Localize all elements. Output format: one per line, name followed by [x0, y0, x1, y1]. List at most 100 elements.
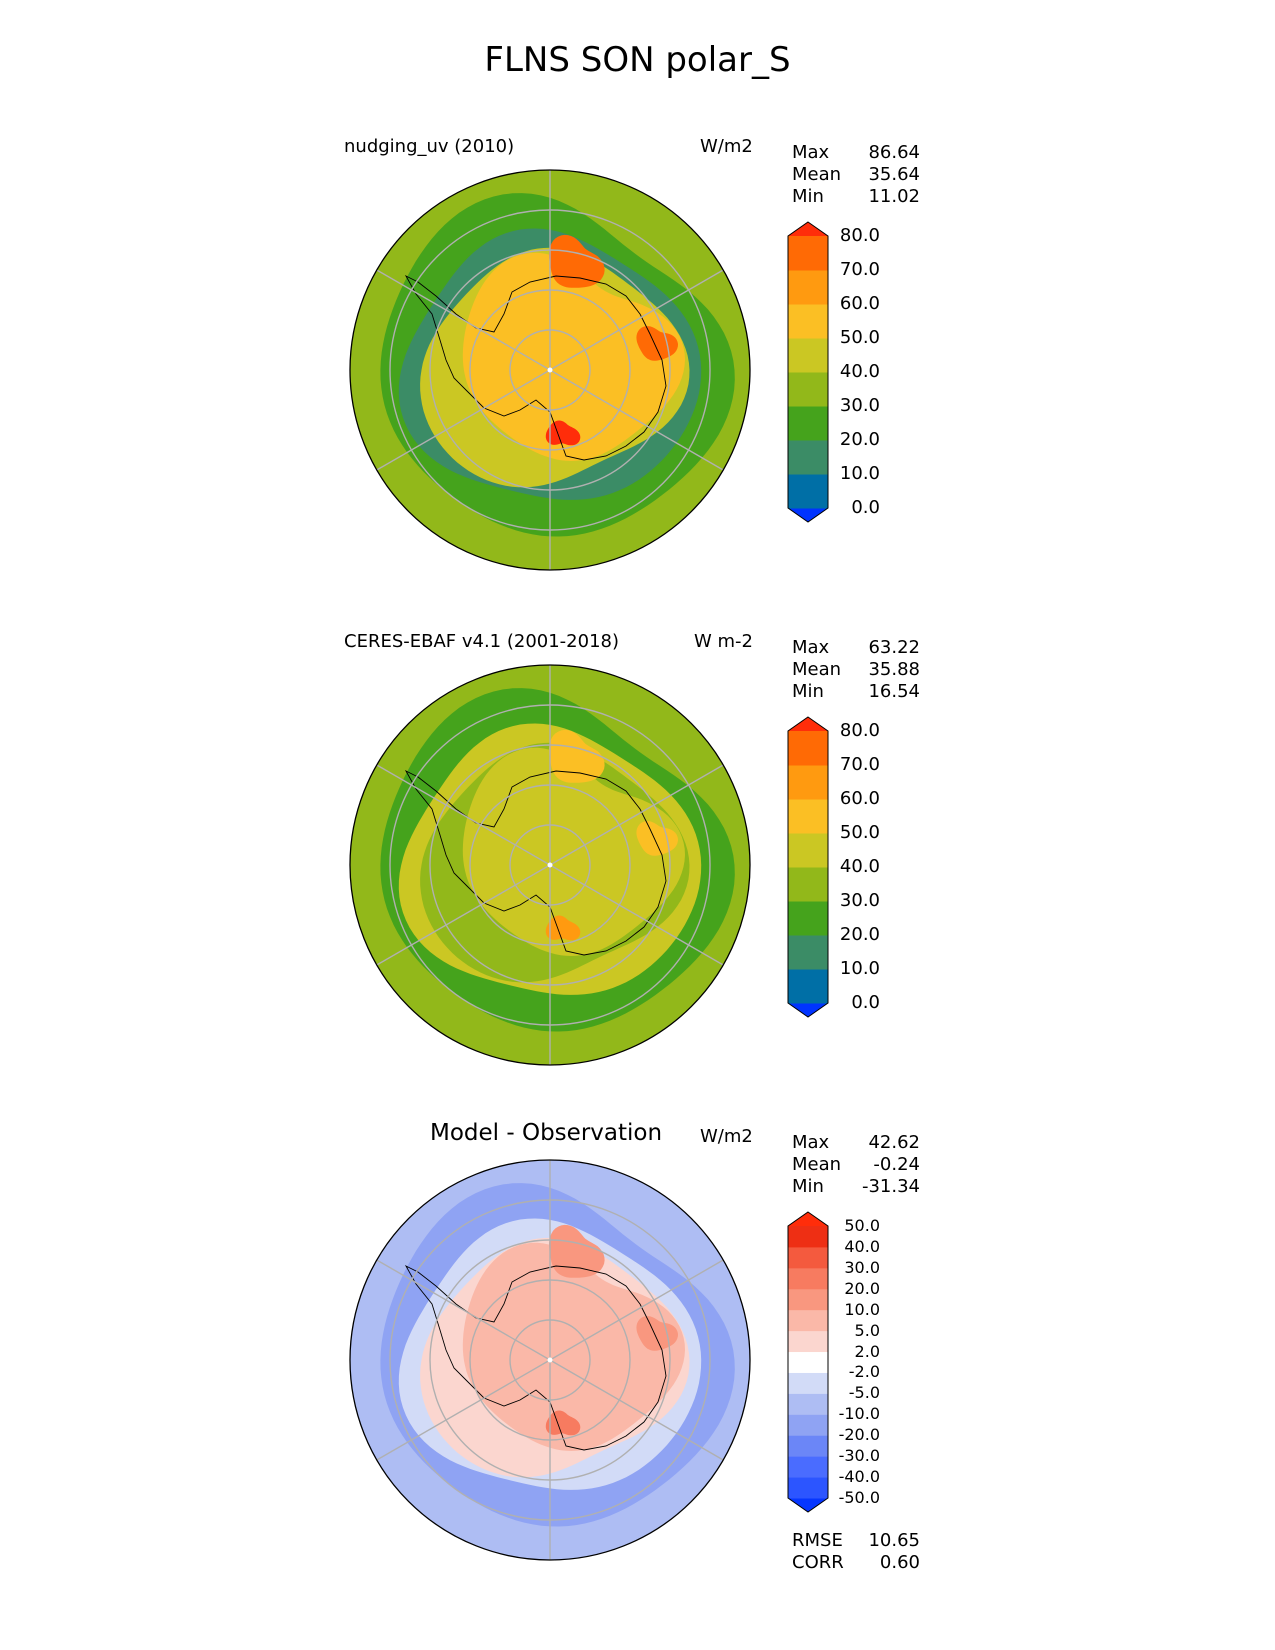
meridian-gridline: [549, 1359, 724, 1461]
meridian-gridline: [549, 864, 724, 966]
colorbar-segment: [788, 372, 828, 407]
colorbar-segment: [788, 731, 828, 766]
field-hotspot: [636, 1316, 678, 1351]
stat-row: Min 11.02: [792, 186, 920, 208]
stat-value: 35.88: [868, 659, 920, 680]
colorbar-segment: [788, 1246, 828, 1269]
colorbar-tick-label: 30.0: [844, 1257, 880, 1277]
meridian-gridline: [549, 369, 724, 471]
colorbar-segment: [788, 304, 828, 339]
coastline: [404, 1264, 667, 1451]
meridian-gridline: [376, 864, 551, 966]
stat-row: RMSE 10.65: [792, 1530, 920, 1552]
coastline: [404, 274, 667, 461]
stat-name: Mean: [792, 164, 842, 185]
colorbar-tick-label: -5.0: [848, 1383, 880, 1403]
colorbar-segment: [788, 1435, 828, 1457]
colorbar-outline: [787, 221, 829, 523]
stats-table: Max 42.62 Mean -0.24 Min -31.34: [792, 1132, 920, 1198]
colorbar-segment: [788, 867, 828, 902]
stat-row: Max 63.22: [792, 637, 920, 659]
colorbar-tick-label: 50.0: [839, 822, 880, 843]
colorbar-segment: [788, 935, 828, 970]
stat-value: -31.34: [861, 1176, 920, 1197]
colorbar: -50.0 -40.0 -30.0 -20.0 -10.0 -5.0 -2.0 2.0 5.0 1…: [787, 1211, 888, 1513]
colorbar-tick-label: 30.0: [839, 890, 880, 911]
stat-name: Max: [792, 637, 830, 658]
stat-value: 0.60: [879, 1552, 920, 1573]
stat-name: Mean: [792, 1154, 842, 1175]
meridian-gridline: [376, 764, 551, 866]
stat-row: Min -31.34: [792, 1176, 920, 1198]
stat-row: Mean 35.64: [792, 164, 920, 186]
colorbar-extend-min: [788, 1498, 828, 1512]
stat-row: Max 86.64: [792, 142, 920, 164]
coastline: [404, 769, 667, 956]
stat-value: 10.65: [868, 1530, 920, 1551]
stat-value: 42.62: [868, 1132, 920, 1153]
colorbar-tick-label: 40.0: [844, 1236, 880, 1256]
stat-name: Max: [792, 142, 830, 163]
colorbar-segment: [788, 270, 828, 305]
colorbar-segment: [788, 901, 828, 936]
colorbar-tick-label: -10.0: [838, 1404, 880, 1424]
colorbar-tick-label: -2.0: [848, 1362, 880, 1382]
panel-title: Model - Observation: [430, 1120, 663, 1146]
panel-observation: CERES-EBAF v4.1 (2001-2018) W m-2 Max 63.…: [0, 615, 1275, 1095]
stat-value: 16.54: [868, 681, 920, 702]
colorbar-extend-min: [788, 508, 828, 522]
colorbar-segment: [788, 474, 828, 509]
polar-map: [349, 169, 751, 571]
stat-row: Mean -0.24: [792, 1154, 920, 1176]
stat-value: 63.22: [868, 637, 920, 658]
colorbar-tick-label: 0.0: [851, 497, 880, 518]
colorbar-segment: [788, 799, 828, 834]
field-hotspot: [549, 1224, 605, 1278]
colorbar-tick-label: 10.0: [839, 958, 880, 979]
pole-marker: [547, 1357, 553, 1363]
stat-name: Min: [792, 1176, 824, 1197]
colorbar-extend-max: [788, 717, 828, 731]
colorbar-extend-max: [788, 222, 828, 236]
stat-name: RMSE: [792, 1530, 843, 1551]
colorbar-segment: [788, 406, 828, 441]
colorbar-segment: [788, 1456, 828, 1478]
colorbar-tick-label: 0.0: [851, 992, 880, 1013]
map-boundary: [349, 1159, 751, 1561]
meridian-gridline: [376, 269, 551, 371]
meridian-gridline: [376, 1259, 551, 1361]
colorbar-tick-label: 20.0: [839, 924, 880, 945]
stat-name: Mean: [792, 659, 842, 680]
colorbar-tick-label: -30.0: [838, 1446, 880, 1466]
stat-row: CORR 0.60: [792, 1552, 920, 1574]
pole-marker: [547, 862, 553, 868]
colorbar-tick-label: 2.0: [854, 1341, 880, 1361]
meridian-gridline: [376, 369, 551, 471]
panel-title: nudging_uv (2010): [344, 136, 515, 157]
colorbar-tick-label: 10.0: [844, 1299, 880, 1319]
colorbar-segment: [788, 833, 828, 868]
colorbar-segment: [788, 1226, 828, 1248]
polar-map: [349, 1159, 751, 1561]
colorbar-segment: [788, 1267, 828, 1290]
colorbar-tick-label: 30.0: [839, 395, 880, 416]
stat-name: Max: [792, 1132, 830, 1153]
stat-name: CORR: [792, 1552, 844, 1573]
pole-marker: [547, 367, 553, 373]
colorbar-segment: [788, 236, 828, 271]
stats-table: Max 86.64 Mean 35.64 Min 11.02: [792, 142, 920, 208]
colorbar-segment: [788, 440, 828, 475]
colorbar-tick-label: 80.0: [839, 225, 880, 246]
colorbar-svg: [787, 716, 829, 1018]
colorbar-tick-label: 20.0: [844, 1278, 880, 1298]
panel-difference: Model - Observation W/m2 Max 42.62 Mean -0…: [0, 1110, 1275, 1590]
panel-title: CERES-EBAF v4.1 (2001-2018): [344, 631, 620, 652]
colorbar-outline: [787, 1211, 829, 1513]
colorbar-tick-label: -50.0: [838, 1488, 880, 1507]
colorbar-svg: [787, 1211, 829, 1513]
stat-name: Min: [792, 186, 824, 207]
colorbar-tick-label: 70.0: [839, 754, 880, 775]
colorbar-segment: [788, 969, 828, 1004]
colorbar-tick-label: 20.0: [839, 429, 880, 450]
polar-map: [349, 664, 751, 1066]
